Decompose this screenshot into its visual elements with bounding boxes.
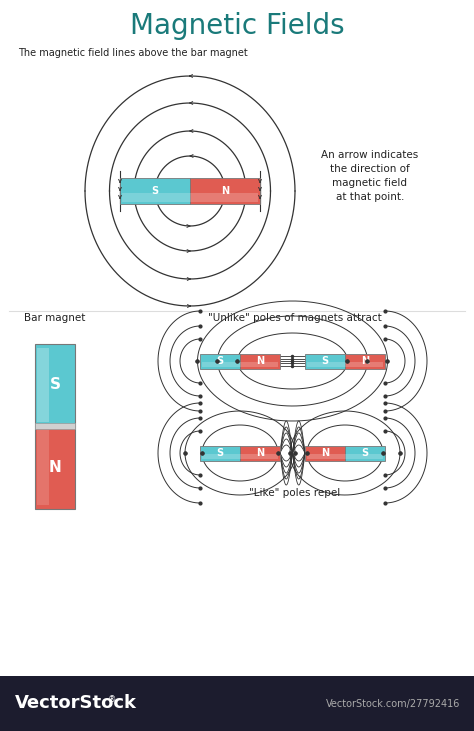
Bar — [120, 178, 190, 204]
Text: N: N — [221, 186, 229, 196]
Bar — [345, 354, 385, 368]
Text: S: S — [362, 448, 369, 458]
Text: N: N — [49, 460, 61, 474]
Bar — [305, 354, 345, 368]
Text: "Unlike" poles of magnets attract: "Unlike" poles of magnets attract — [208, 313, 382, 323]
Bar — [37, 347, 49, 422]
Text: S: S — [151, 186, 159, 196]
Text: S: S — [217, 356, 224, 366]
Text: N: N — [361, 356, 369, 366]
Text: S: S — [217, 448, 224, 458]
Text: An arrow indicates
the direction of
magnetic field
at that point.: An arrow indicates the direction of magn… — [321, 150, 419, 202]
Bar — [35, 426, 75, 509]
Bar — [35, 344, 75, 426]
Text: VectorStock.com/27792416: VectorStock.com/27792416 — [326, 699, 460, 708]
Bar — [122, 193, 258, 202]
Bar — [0, 676, 474, 731]
Text: "Like" poles repel: "Like" poles repel — [249, 488, 341, 498]
Text: ®: ® — [108, 695, 116, 704]
Text: Bar magnet: Bar magnet — [24, 313, 86, 323]
Text: N: N — [321, 448, 329, 458]
Bar — [307, 362, 383, 366]
Bar — [307, 453, 383, 458]
Bar — [202, 362, 278, 366]
Text: N: N — [256, 356, 264, 366]
Text: N: N — [256, 448, 264, 458]
Bar — [35, 423, 75, 429]
Text: The magnetic field lines above the bar magnet: The magnetic field lines above the bar m… — [18, 48, 248, 58]
Text: S: S — [49, 377, 61, 393]
Bar — [190, 178, 260, 204]
Text: VectorStock: VectorStock — [15, 694, 137, 713]
Bar — [345, 445, 385, 461]
Bar — [202, 453, 278, 458]
Bar — [37, 430, 49, 504]
Bar — [200, 445, 240, 461]
Bar — [305, 445, 345, 461]
Bar — [240, 445, 280, 461]
Bar — [240, 354, 280, 368]
Bar — [200, 354, 240, 368]
Text: S: S — [321, 356, 328, 366]
Text: Magnetic Fields: Magnetic Fields — [130, 12, 344, 40]
